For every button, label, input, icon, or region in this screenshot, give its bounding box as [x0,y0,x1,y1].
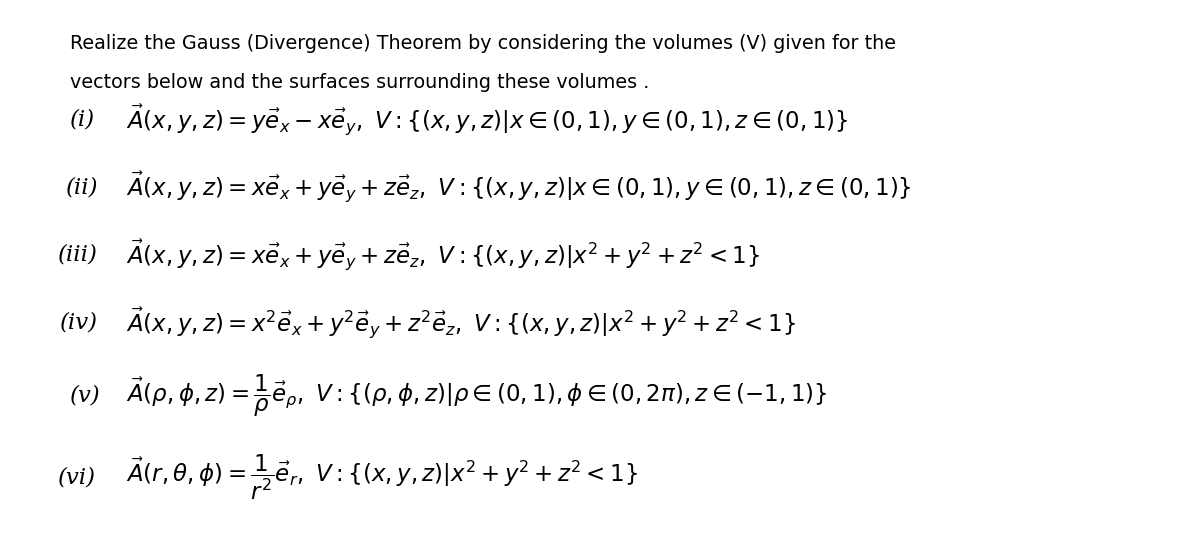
Text: $\vec{A}(r, \theta, \phi) = \dfrac{1}{r^2}\vec{e}_r,\ V:\{(x, y, z)|x^2 + y^2 + : $\vec{A}(r, \theta, \phi) = \dfrac{1}{r^… [126,453,637,502]
Text: (ii): (ii) [66,176,98,198]
Text: $\vec{A}(\rho, \phi, z) = \dfrac{1}{\rho}\vec{e}_\rho,\ V:\{(\rho, \phi, z)|\rho: $\vec{A}(\rho, \phi, z) = \dfrac{1}{\rho… [126,372,827,419]
Text: $\vec{A}(x, y, z) = x\vec{e}_x + y\vec{e}_y + z\vec{e}_z,\ V:\{(x, y, z)|x \in (: $\vec{A}(x, y, z) = x\vec{e}_x + y\vec{e… [126,170,912,204]
Text: (i): (i) [70,108,95,130]
Text: (iv): (iv) [60,311,98,334]
Text: (v): (v) [70,385,101,407]
Text: vectors below and the surfaces surrounding these volumes .: vectors below and the surfaces surroundi… [70,73,649,92]
Text: Realize the Gauss (Divergence) Theorem by considering the volumes (V) given for : Realize the Gauss (Divergence) Theorem b… [70,34,895,53]
Text: (iii): (iii) [58,244,97,266]
Text: (vi): (vi) [58,466,96,488]
Text: $\vec{A}(x, y, z) = y\vec{e}_x - x\vec{e}_y,\ V:\{(x, y, z)|x \in (0, 1), y \in : $\vec{A}(x, y, z) = y\vec{e}_x - x\vec{e… [126,102,848,137]
Text: $\vec{A}(x, y, z) = x^2\vec{e}_x + y^2\vec{e}_y + z^2\vec{e}_z,\ V:\{(x, y, z)|x: $\vec{A}(x, y, z) = x^2\vec{e}_x + y^2\v… [126,305,796,340]
Text: $\vec{A}(x, y, z) = x\vec{e}_x + y\vec{e}_y + z\vec{e}_z,\ V:\{(x, y, z)|x^2 + y: $\vec{A}(x, y, z) = x\vec{e}_x + y\vec{e… [126,238,760,272]
